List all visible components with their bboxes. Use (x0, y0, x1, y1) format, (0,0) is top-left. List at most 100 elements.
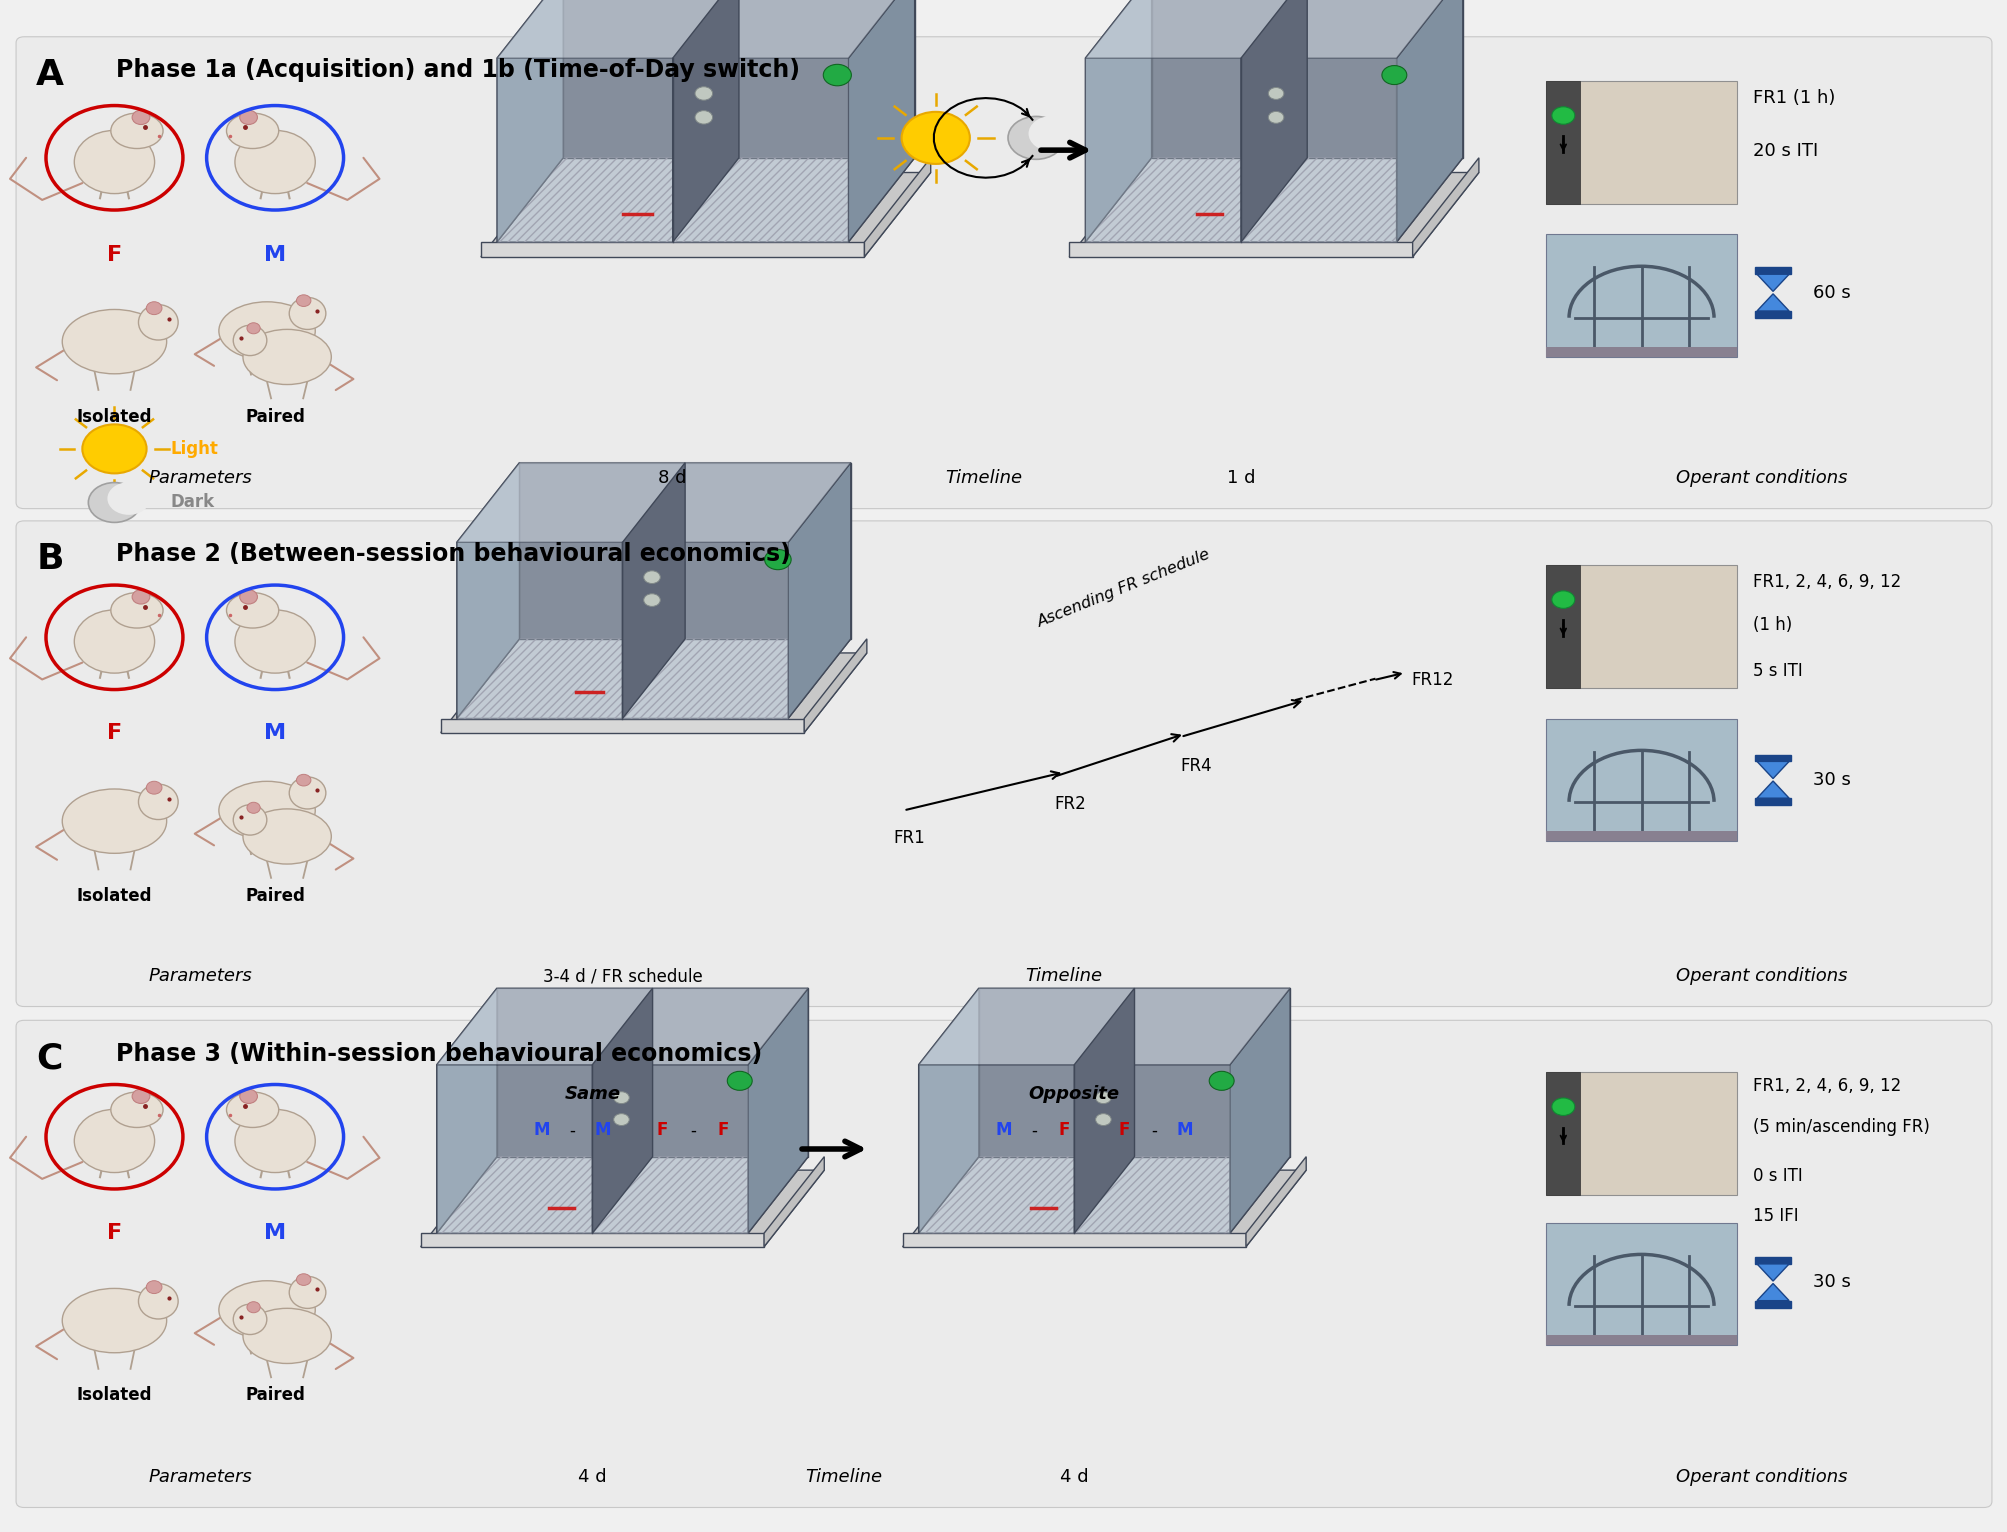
FancyBboxPatch shape (1545, 565, 1736, 688)
Circle shape (614, 1114, 628, 1126)
Polygon shape (1240, 0, 1307, 242)
FancyBboxPatch shape (1545, 1072, 1736, 1195)
Circle shape (1381, 66, 1407, 84)
Text: 15 IFI: 15 IFI (1752, 1207, 1798, 1226)
Polygon shape (421, 1170, 825, 1247)
FancyBboxPatch shape (1545, 81, 1580, 204)
Polygon shape (458, 542, 789, 719)
Text: M: M (534, 1121, 550, 1140)
Text: Timeline: Timeline (805, 1468, 881, 1486)
Ellipse shape (243, 329, 331, 385)
Polygon shape (438, 988, 807, 1065)
Text: (1 h): (1 h) (1752, 616, 1792, 634)
FancyBboxPatch shape (16, 521, 1991, 1007)
Ellipse shape (147, 781, 163, 794)
Polygon shape (805, 639, 867, 732)
Ellipse shape (227, 1092, 279, 1128)
Text: 5 s ITI: 5 s ITI (1752, 662, 1802, 680)
FancyBboxPatch shape (16, 1020, 1991, 1507)
FancyBboxPatch shape (1754, 268, 1790, 274)
Polygon shape (919, 988, 1291, 1065)
Polygon shape (421, 1233, 763, 1247)
Text: Parameters: Parameters (149, 1468, 253, 1486)
FancyBboxPatch shape (1545, 81, 1736, 204)
Text: Parameters: Parameters (149, 469, 253, 487)
Circle shape (82, 424, 147, 473)
Circle shape (727, 1071, 753, 1091)
Ellipse shape (233, 325, 267, 355)
Circle shape (1268, 112, 1282, 123)
Ellipse shape (110, 593, 163, 628)
Ellipse shape (297, 1273, 311, 1285)
Polygon shape (1756, 761, 1788, 778)
FancyBboxPatch shape (16, 37, 1991, 509)
Polygon shape (442, 653, 867, 732)
Ellipse shape (243, 809, 331, 864)
Text: 4 d: 4 d (1060, 1468, 1088, 1486)
FancyBboxPatch shape (1545, 1336, 1736, 1345)
Polygon shape (498, 988, 807, 1157)
FancyBboxPatch shape (1754, 798, 1790, 804)
Ellipse shape (138, 1284, 179, 1319)
FancyBboxPatch shape (1545, 719, 1736, 841)
Polygon shape (1756, 781, 1788, 798)
FancyBboxPatch shape (1545, 832, 1736, 841)
Text: B: B (36, 542, 64, 576)
Polygon shape (482, 242, 863, 257)
Text: 20 s ITI: 20 s ITI (1752, 142, 1816, 161)
Text: M: M (995, 1121, 1012, 1140)
Text: F: F (1118, 1121, 1130, 1140)
Polygon shape (622, 463, 684, 719)
Text: -: - (570, 1121, 574, 1140)
Circle shape (106, 483, 151, 515)
Polygon shape (919, 1065, 1228, 1233)
Polygon shape (438, 1157, 807, 1233)
Text: F: F (1058, 1121, 1070, 1140)
Polygon shape (438, 1065, 749, 1233)
Text: -: - (1152, 1121, 1156, 1140)
Circle shape (1008, 116, 1064, 159)
Polygon shape (1228, 988, 1291, 1233)
Text: Operant conditions: Operant conditions (1676, 967, 1846, 985)
Text: Phase 3 (Within-session behavioural economics): Phase 3 (Within-session behavioural econ… (116, 1042, 763, 1066)
Ellipse shape (233, 804, 267, 835)
FancyBboxPatch shape (1545, 348, 1736, 357)
Text: Same: Same (564, 1085, 620, 1103)
Text: 1 d: 1 d (1226, 469, 1254, 487)
Polygon shape (1152, 0, 1463, 158)
FancyBboxPatch shape (1754, 1301, 1790, 1307)
Polygon shape (903, 1233, 1244, 1247)
Ellipse shape (247, 1302, 261, 1313)
Polygon shape (1084, 58, 1397, 242)
Text: A: A (36, 58, 64, 92)
Text: Ascending FR schedule: Ascending FR schedule (1036, 547, 1212, 630)
Polygon shape (498, 158, 915, 242)
Polygon shape (863, 158, 931, 257)
FancyBboxPatch shape (1545, 1072, 1580, 1195)
Text: Isolated: Isolated (76, 1386, 153, 1405)
Ellipse shape (62, 1288, 167, 1353)
Ellipse shape (219, 302, 315, 360)
Circle shape (644, 594, 660, 607)
Text: Light: Light (171, 440, 219, 458)
FancyBboxPatch shape (1754, 1258, 1790, 1264)
Polygon shape (498, 0, 564, 242)
Text: Operant conditions: Operant conditions (1676, 469, 1846, 487)
Polygon shape (520, 463, 851, 639)
Text: Timeline: Timeline (945, 469, 1022, 487)
Ellipse shape (219, 1281, 315, 1339)
Polygon shape (1756, 1264, 1788, 1281)
Ellipse shape (247, 323, 261, 334)
Text: Dark: Dark (171, 493, 215, 512)
Ellipse shape (235, 130, 315, 193)
Polygon shape (498, 0, 915, 58)
Ellipse shape (235, 610, 315, 673)
FancyBboxPatch shape (1545, 565, 1580, 688)
Polygon shape (498, 58, 849, 242)
Text: 8 d: 8 d (658, 469, 686, 487)
Text: F: F (106, 1223, 122, 1242)
Ellipse shape (247, 803, 261, 813)
Polygon shape (1756, 294, 1788, 311)
Ellipse shape (110, 113, 163, 149)
Text: Isolated: Isolated (76, 887, 153, 905)
